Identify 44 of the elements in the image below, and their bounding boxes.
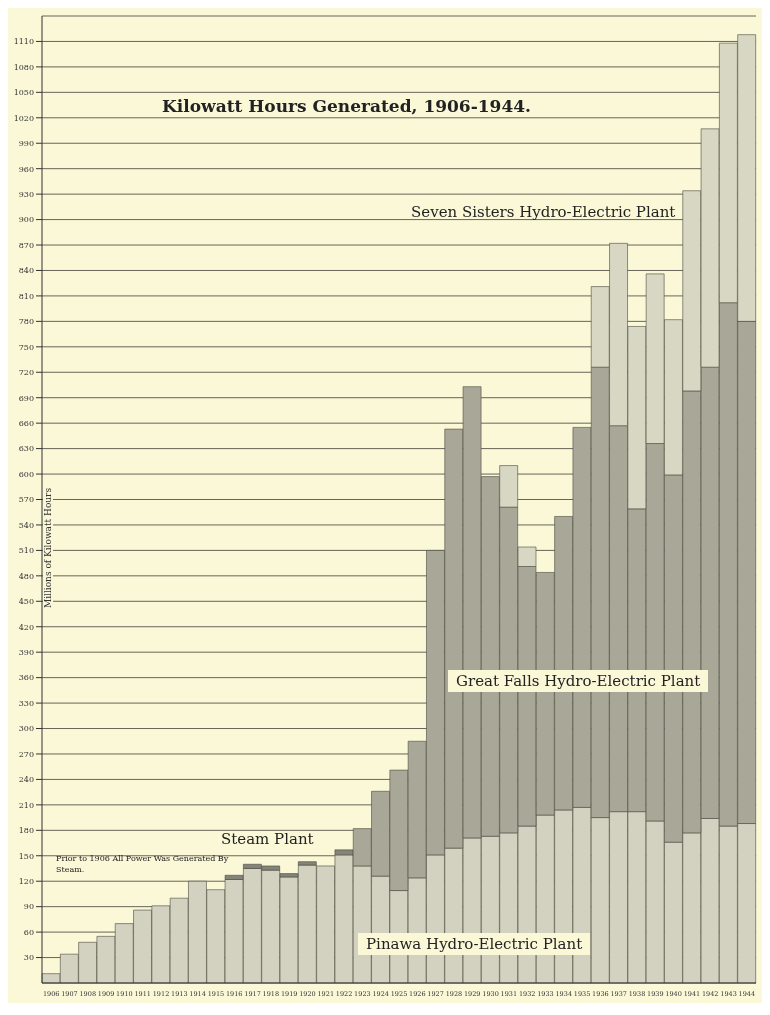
y-tick-label: 750 xyxy=(18,342,34,352)
y-tick-label: 540 xyxy=(18,520,34,530)
y-tick-label: 300 xyxy=(18,724,34,734)
y-tick-label: 390 xyxy=(18,648,34,658)
y-tick-label: 360 xyxy=(18,673,34,683)
y-tick-label: 720 xyxy=(18,368,34,378)
y-tick-label: 180 xyxy=(18,826,34,836)
series-label: Pinawa Hydro-Electric Plant xyxy=(358,933,591,955)
y-tick-label: 840 xyxy=(18,266,34,276)
y-tick-label: 930 xyxy=(18,189,34,199)
series-label: Great Falls Hydro-Electric Plant xyxy=(448,670,709,692)
y-axis-title: Millions of Kilowatt Hours xyxy=(43,487,53,609)
y-tick-label: 480 xyxy=(18,571,34,581)
y-tick-label: 1080 xyxy=(13,62,34,72)
y-tick-label: 30 xyxy=(23,953,34,963)
y-tick-label: 120 xyxy=(18,877,34,887)
y-tick-label: 990 xyxy=(18,139,34,149)
series-label: Seven Sisters Hydro-Electric Plant xyxy=(410,202,677,223)
y-tick-label: 510 xyxy=(18,546,34,556)
y-tick-label: 900 xyxy=(18,215,34,225)
y-tick-label: 780 xyxy=(18,317,34,327)
y-tick-label: 90 xyxy=(23,902,34,912)
y-tick-label: 60 xyxy=(23,927,34,937)
text: Kilowatt Hours Generated, 1906-1944. xyxy=(158,96,535,116)
y-tick-label: 1110 xyxy=(13,37,34,47)
y-tick-label: 1050 xyxy=(13,88,34,98)
y-tick-label: 690 xyxy=(18,393,34,403)
y-tick-label: 630 xyxy=(18,444,34,454)
y-tick-label: 870 xyxy=(18,240,34,250)
y-tick-label: 1020 xyxy=(13,113,34,123)
y-tick-label: 330 xyxy=(18,698,34,708)
y-tick-label: 810 xyxy=(18,291,34,301)
y-tick-label: 210 xyxy=(18,800,34,810)
annotation: Prior to 1906 All Power Was Generated By Steam. xyxy=(56,853,230,875)
y-tick-label: 600 xyxy=(18,469,34,479)
y-tick-label: 570 xyxy=(18,495,34,505)
y-tick-label: 270 xyxy=(18,749,34,759)
y-tick-label: 960 xyxy=(18,164,34,174)
y-tick-label: 450 xyxy=(18,597,34,607)
y-tick-label: 660 xyxy=(18,419,34,428)
y-tick-label: 240 xyxy=(18,775,34,785)
series-label: Steam Plant xyxy=(220,829,315,850)
y-tick-label: 150 xyxy=(18,851,34,861)
y-tick-label: 420 xyxy=(18,622,34,632)
